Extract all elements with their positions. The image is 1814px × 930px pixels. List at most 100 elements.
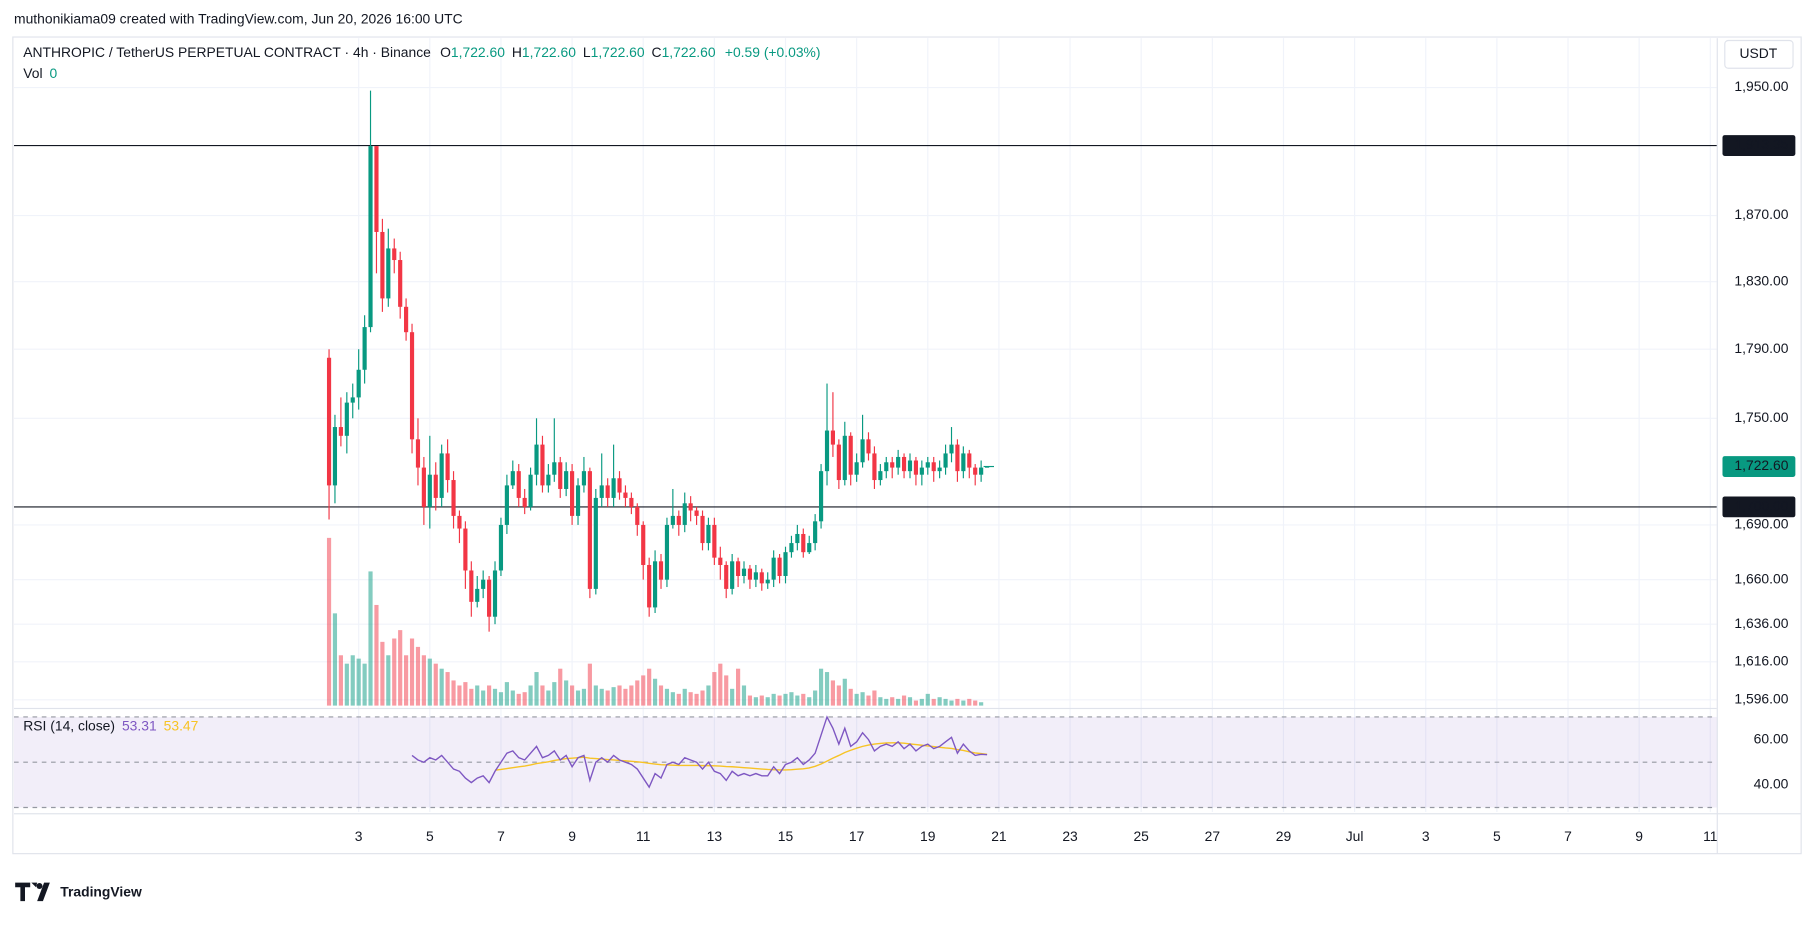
header: muthonikiama09 created with TradingView.… — [14, 10, 463, 26]
x-tick-label: Jul — [1346, 828, 1364, 844]
candle-body — [427, 474, 432, 507]
candle-body — [528, 474, 533, 507]
volume-bar — [943, 698, 948, 706]
candle-body — [469, 570, 474, 602]
candle-body — [457, 515, 462, 529]
volume-bar — [409, 638, 415, 706]
volume-bar — [552, 682, 557, 706]
x-tick-label: 11 — [636, 828, 651, 844]
volume-bar — [901, 695, 907, 706]
volume-bar — [404, 655, 409, 706]
candle-body — [611, 478, 616, 498]
currency[interactable]: USDT — [1739, 45, 1777, 61]
x-tick-label: 5 — [1493, 828, 1501, 844]
volume-bar — [398, 630, 403, 706]
candle-body — [712, 524, 717, 558]
candle-body — [415, 439, 421, 468]
ohlc-value: 1,722.60 — [451, 44, 505, 60]
volume-bar — [439, 668, 444, 706]
hline-label-box — [1722, 496, 1796, 518]
candle-body — [682, 503, 687, 525]
candle-body — [777, 557, 782, 576]
candle-body — [409, 332, 415, 440]
volume-bar — [528, 685, 533, 706]
volume-bar — [475, 685, 480, 706]
brand: TradingView — [60, 884, 142, 900]
volume-bar — [427, 658, 432, 706]
candle-body — [878, 471, 883, 481]
candle-body — [380, 231, 385, 299]
candle-body — [344, 402, 349, 436]
x-tick-label: 17 — [849, 828, 865, 844]
candle-body — [824, 430, 830, 472]
volume-bar — [421, 655, 426, 706]
candle-body — [605, 485, 610, 498]
candle-body — [386, 248, 391, 299]
candle-body — [896, 456, 901, 468]
volume-bar — [848, 688, 853, 706]
rsi-ma-line — [494, 742, 988, 771]
volume-bar — [451, 680, 456, 706]
volume-bar — [516, 693, 521, 706]
volume-bar — [564, 680, 569, 706]
volume-bar — [593, 685, 598, 706]
candle-body — [332, 427, 338, 486]
volume-bar — [415, 646, 421, 706]
hline-label: 1,700.00 — [1734, 498, 1788, 514]
volume-bar — [813, 690, 818, 706]
volume-bar — [332, 613, 338, 706]
candle-body — [783, 552, 788, 576]
x-tick-label: 9 — [1635, 828, 1643, 844]
candle-body — [807, 543, 812, 553]
candle-body — [706, 524, 711, 544]
y-tick-label: 1,596.00 — [1734, 691, 1788, 707]
candle-body — [658, 561, 664, 580]
candle-body — [937, 467, 942, 472]
volume-bar — [955, 698, 960, 706]
chart-frame — [12, 36, 1802, 855]
candle-body — [451, 480, 456, 516]
candle-body — [961, 453, 966, 472]
candle-body — [374, 146, 379, 232]
volume-bar — [350, 655, 355, 706]
candle-body — [925, 462, 930, 468]
ohlc-key: L — [583, 44, 591, 60]
volume-bar — [433, 663, 438, 706]
candle-body — [463, 528, 468, 571]
plot — [14, 90, 1717, 809]
volume-value: 0 — [50, 65, 58, 81]
candle-body — [522, 497, 527, 507]
volume-bar — [623, 688, 628, 706]
candle-body — [498, 524, 504, 571]
volume-bar — [700, 690, 705, 706]
candle-body — [350, 397, 355, 403]
candle-body — [718, 557, 723, 565]
y-tick-label: 1,616.00 — [1734, 652, 1788, 668]
volume-bar — [741, 685, 747, 706]
rsi-tick-label: 60.00 — [1754, 730, 1789, 746]
volume-bar — [842, 678, 847, 706]
volume-bar — [658, 685, 664, 706]
volume-bar — [771, 693, 776, 706]
volume-bar — [801, 693, 806, 706]
candle-body — [629, 497, 634, 507]
volume-legend: Vol 0 — [23, 65, 57, 81]
currency-button[interactable] — [1724, 39, 1794, 69]
volume-bar — [599, 688, 604, 706]
rsi-value: 53.31 — [122, 717, 157, 733]
volume-bar — [676, 693, 681, 706]
y-tick-label: 1,750.00 — [1734, 409, 1788, 425]
brand-logo — [15, 882, 50, 902]
candle-body — [481, 579, 486, 589]
candle-body — [670, 515, 675, 525]
candle-body — [765, 579, 770, 584]
candle-body — [724, 564, 729, 589]
volume-bar — [492, 688, 498, 706]
candle-body — [736, 561, 741, 576]
volume-bar — [753, 697, 758, 706]
rsi-title: RSI (14, close) — [23, 717, 115, 733]
volume-bar — [498, 692, 504, 706]
candle-body — [356, 369, 361, 398]
x-tick-label: 7 — [1564, 828, 1572, 844]
